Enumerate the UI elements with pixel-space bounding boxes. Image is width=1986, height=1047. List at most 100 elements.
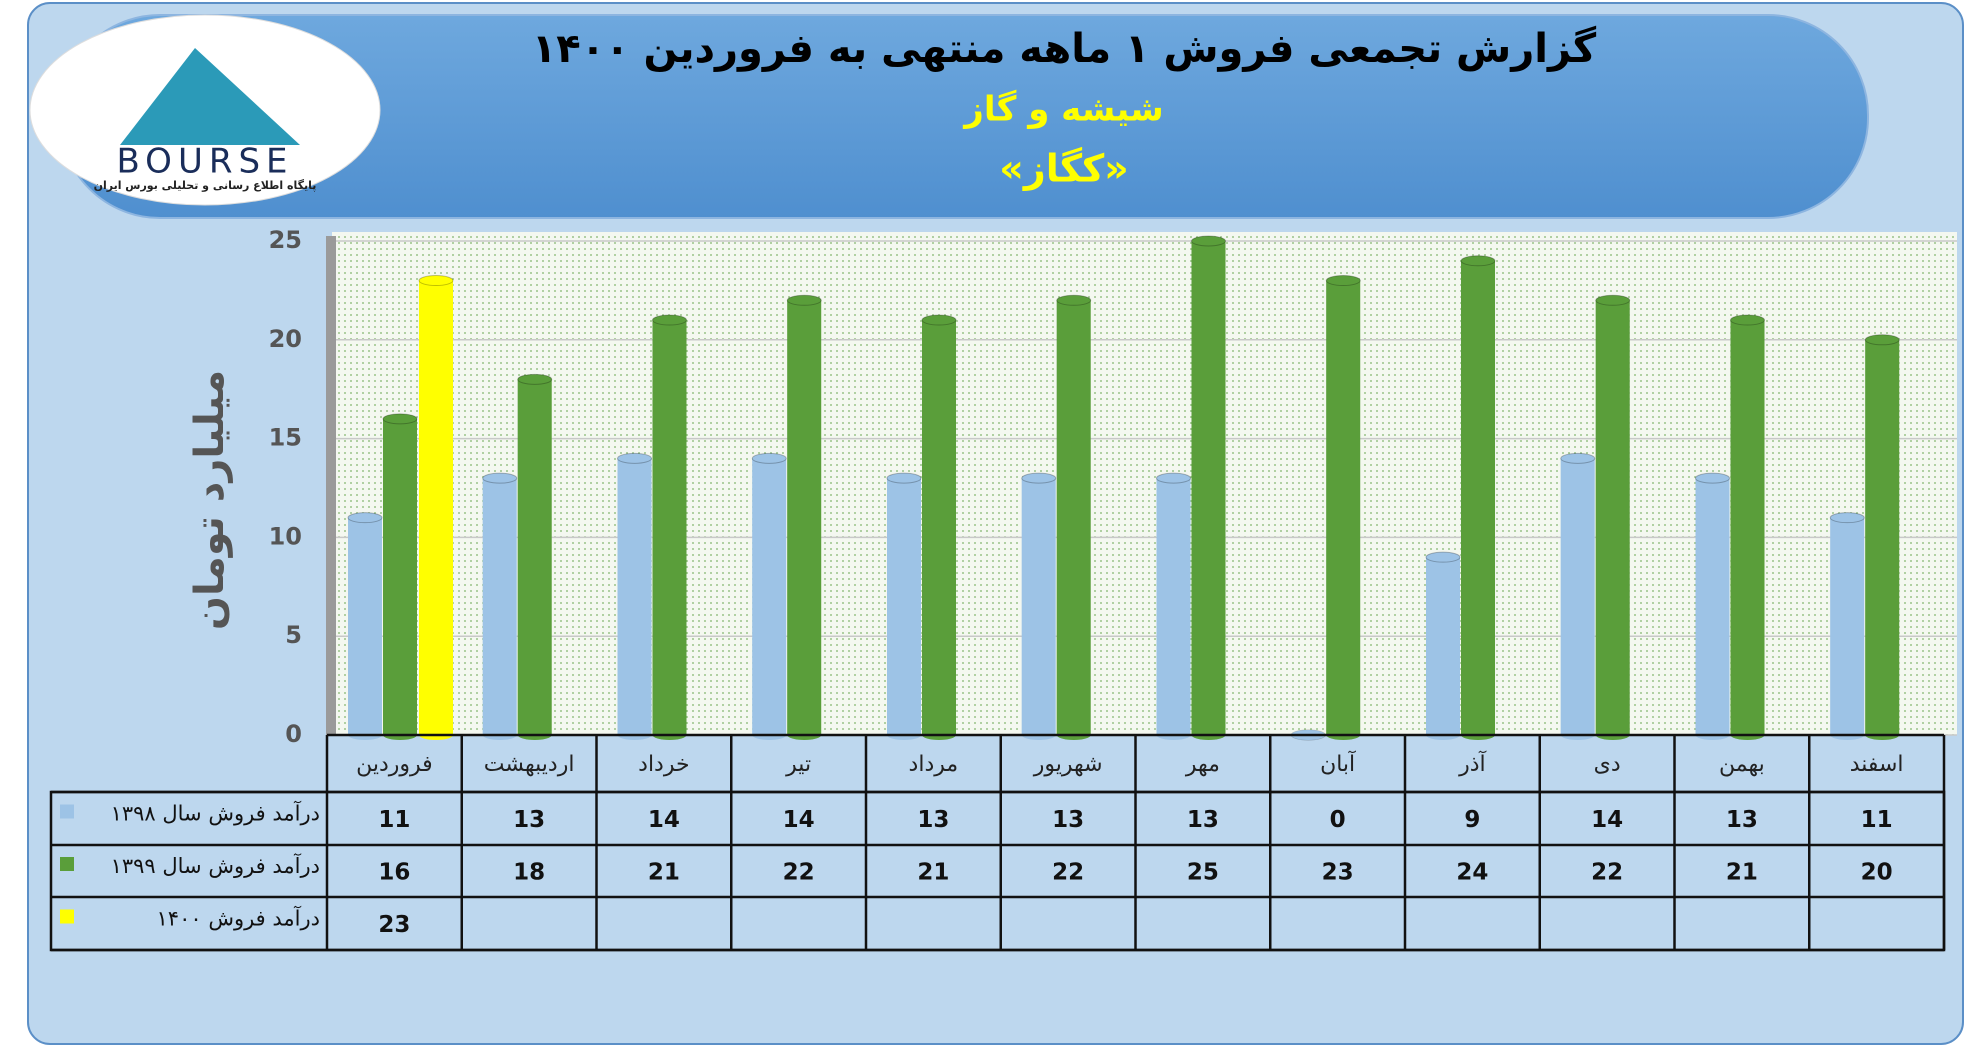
x-tick-label: مرداد [909,752,959,777]
table-value: 13 [1187,807,1219,833]
table-value: 13 [1052,807,1084,833]
chart-title: گزارش تجمعی فروش ۱ ماهه منتهی به فروردین… [532,25,1597,72]
x-tick-label: اردیبهشت [484,752,575,777]
bar-top [1460,255,1496,267]
table-value: 13 [917,807,949,833]
bar-shade [1156,478,1191,735]
bar-top [1156,472,1191,484]
x-tick-label: آبان [1320,750,1356,777]
bar-shade [922,320,956,735]
y-tick-label: 10 [269,522,302,550]
x-tick-label: مهر [1185,752,1220,777]
bar-top [1730,314,1765,326]
plot-area [332,232,1957,735]
bar-shade [1595,300,1630,735]
table-value: 18 [513,860,545,886]
table-value: 11 [378,807,410,833]
table-value: 14 [1591,807,1623,833]
table-value: 0 [1330,807,1346,833]
bar-shade [752,458,787,735]
bar-shade [517,379,552,735]
bar-shade [1191,241,1226,735]
table-value: 14 [648,807,680,833]
legend-label: درآمد فروش سال ۱۳۹۹ [111,853,320,878]
bar-top [652,314,687,326]
bar-shade [1560,458,1595,735]
table-value: 25 [1187,860,1219,886]
y-axis-label: میلیارد تومان [187,370,233,630]
x-tick-label: دی [1594,752,1621,777]
table-value: 23 [1322,860,1354,886]
bar-top [517,373,553,385]
bar-top [1021,472,1057,484]
x-tick-label: اسفند [1850,752,1904,777]
logo-name: BOURSE [116,142,293,182]
bar-shade [1830,517,1865,735]
legend-swatch [60,909,74,924]
table-value: 23 [378,912,410,938]
y-tick-label: 0 [285,720,302,748]
x-tick-label: آذر [1458,750,1486,777]
bar-shade [1056,300,1091,735]
x-tick-label: خرداد [638,752,689,777]
table-value: 21 [648,860,680,886]
bar-shade [887,478,921,735]
table-value: 13 [1726,807,1758,833]
bar-top [1595,294,1631,306]
table-value: 9 [1464,807,1480,833]
table-value: 20 [1861,860,1893,886]
bar-top [1191,235,1226,247]
plot-wall [326,236,336,735]
legend-label: درآمد فروش سال ۱۳۹۸ [111,801,320,826]
table-value: 22 [783,860,815,886]
bar-top [382,413,418,425]
x-tick-label: شهریور [1033,752,1103,777]
bar-shade [1695,478,1730,735]
x-tick-label: فروردین [356,752,433,777]
table-value: 11 [1861,807,1893,833]
bar-shade [1326,280,1361,735]
bar-top [1325,275,1361,287]
bar-shade [787,300,822,735]
bar-top [886,472,922,484]
table-value: 13 [513,807,545,833]
bar-shade [1426,557,1460,735]
bar-top [347,512,383,524]
bar-top [786,294,822,306]
bar-shade [419,280,453,735]
bar-shade [482,478,517,735]
table-value: 22 [1591,860,1623,886]
table-value: 21 [1726,860,1758,886]
bar-top [1056,294,1092,306]
bar-top [1695,472,1730,484]
bar-top [921,314,957,326]
bar-top [751,452,787,464]
table-value: 22 [1052,860,1084,886]
logo-tagline: پایگاه اطلاع رسانی و تحلیلی بورس ایران [94,179,317,192]
bar-shade [1021,478,1056,735]
bar-shade [1461,260,1495,735]
table-value: 14 [783,807,815,833]
bar-shade [617,458,652,735]
bar-top [418,275,454,287]
bar-shade [348,517,382,735]
x-tick-label: بهمن [1719,752,1765,777]
logo-shape [120,48,300,145]
bar-top [617,452,652,464]
bar-top [1864,334,1900,346]
bar-top [1425,551,1461,563]
bar-top [1560,452,1596,464]
bar-shade [1865,339,1900,735]
bar-top [1829,512,1865,524]
company-name: «کگاز» [999,147,1128,191]
legend-label: درآمد فروش ۱۴۰۰ [157,906,320,931]
bar-top [482,472,518,484]
legend-swatch [60,857,74,871]
y-tick-label: 5 [285,621,302,649]
bar-shade [1730,320,1765,735]
y-tick-label: 20 [269,325,302,353]
table-value: 21 [917,860,949,886]
y-tick-label: 15 [269,424,302,452]
chart-subtitle: شیشه و گاز [962,90,1163,130]
